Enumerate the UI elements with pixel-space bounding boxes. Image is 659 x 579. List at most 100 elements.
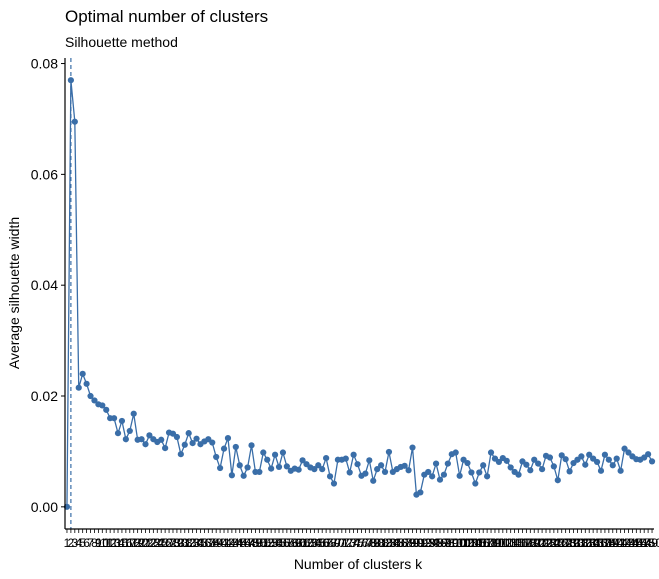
data-point — [295, 466, 302, 473]
x-tick-label: 51 — [257, 536, 271, 550]
data-point — [122, 436, 129, 443]
x-tick-label: 49 — [249, 536, 263, 550]
data-point — [268, 465, 275, 472]
x-tick-label: 72 — [339, 536, 353, 550]
data-point — [562, 456, 569, 463]
data-point — [232, 443, 239, 451]
data-point — [181, 441, 188, 448]
data-point — [283, 463, 290, 470]
x-tick-label: 146 — [626, 536, 646, 550]
data-point — [605, 456, 612, 463]
x-tick-label: 41 — [217, 536, 231, 550]
data-point — [299, 457, 306, 464]
data-point — [91, 397, 98, 404]
data-point — [472, 480, 479, 487]
data-point — [531, 456, 538, 463]
data-point — [476, 469, 483, 476]
x-tick-label: 35 — [194, 536, 208, 550]
x-tick-label: 62 — [300, 536, 314, 550]
x-tick-label: 37 — [202, 536, 216, 550]
data-point — [79, 370, 86, 377]
x-tick-label: 79 — [367, 536, 381, 550]
data-point — [83, 380, 90, 387]
data-point — [193, 435, 200, 442]
x-tick-label: 147 — [630, 536, 650, 550]
data-point — [228, 472, 235, 479]
x-tick-label: 10 — [96, 536, 110, 550]
x-tick-label: 93 — [422, 536, 436, 550]
data-point — [103, 406, 110, 413]
x-tick-label: 96 — [433, 536, 447, 550]
y-tick-label: 0.06 — [31, 166, 58, 182]
x-tick-label: 95 — [429, 536, 443, 550]
data-point — [326, 473, 334, 480]
x-tick-label: 39 — [209, 536, 223, 550]
x-tick-label: 63 — [304, 536, 318, 550]
x-tick-label: 58 — [284, 536, 298, 550]
x-tick-label: 6 — [83, 536, 90, 550]
x-tick-label: 36 — [198, 536, 212, 550]
x-tick-label: 101 — [450, 536, 470, 550]
x-tick-label: 48 — [245, 536, 259, 550]
x-tick-label: 88 — [402, 536, 416, 550]
data-point — [484, 473, 491, 480]
x-tick-label: 27 — [162, 536, 176, 550]
x-tick-label: 124 — [540, 536, 560, 550]
data-point — [209, 439, 216, 446]
x-tick-label: 87 — [398, 536, 412, 550]
x-tick-label: 118 — [517, 536, 536, 550]
x-tick-label: 76 — [355, 536, 369, 550]
x-tick-label: 106 — [469, 536, 489, 550]
x-tick-label: 67 — [319, 536, 333, 550]
x-tick-label: 104 — [461, 536, 481, 550]
x-tick-label: 47 — [241, 536, 255, 550]
data-point — [495, 458, 502, 466]
data-point — [535, 460, 542, 467]
x-tick-label: 123 — [536, 536, 556, 550]
x-tick-label: 73 — [343, 536, 357, 550]
data-point — [527, 467, 534, 474]
data-point — [609, 462, 616, 469]
data-point — [126, 427, 133, 435]
data-point — [440, 471, 448, 478]
x-tick-label: 140 — [603, 536, 623, 550]
x-tick-label: 4 — [75, 536, 82, 550]
data-point — [279, 449, 287, 456]
data-point — [138, 436, 145, 443]
x-tick-label: 26 — [158, 536, 172, 550]
x-tick-label: 100 — [446, 536, 466, 550]
data-point — [566, 468, 573, 475]
x-tick-label: 99 — [445, 536, 459, 550]
x-tick-label: 3 — [71, 536, 78, 550]
x-tick-label: 53 — [264, 536, 278, 550]
y-axis-label: Average silhouette width — [6, 217, 22, 369]
x-tick-label: 86 — [394, 536, 408, 550]
x-tick-label: 69 — [327, 536, 341, 550]
x-tick-label: 29 — [170, 536, 184, 550]
data-point — [173, 433, 181, 441]
data-point — [315, 462, 322, 469]
x-tick-label: 34 — [190, 536, 204, 550]
x-tick-label: 125 — [544, 536, 564, 550]
data-point — [456, 472, 463, 479]
x-tick-label: 65 — [312, 536, 326, 550]
x-tick-label: 13 — [107, 536, 121, 550]
x-tick-label: 60 — [292, 536, 306, 550]
x-tick-label: 83 — [382, 536, 396, 550]
data-point — [377, 462, 385, 469]
data-point — [330, 480, 338, 487]
x-tick-label: 20 — [135, 536, 149, 550]
data-point — [648, 458, 656, 465]
chart-title: Optimal number of clusters — [65, 7, 268, 26]
x-tick-label: 111 — [490, 536, 509, 550]
x-tick-label: 137 — [591, 536, 611, 550]
data-point — [436, 476, 444, 483]
data-point — [158, 436, 165, 443]
x-tick-label: 55 — [272, 536, 286, 550]
x-tick-label: 110 — [485, 536, 504, 550]
x-tick-label: 128 — [556, 536, 576, 550]
y-tick-label: 0.08 — [31, 56, 58, 72]
data-point — [342, 455, 349, 462]
data-point — [452, 449, 459, 456]
data-point — [503, 457, 510, 464]
